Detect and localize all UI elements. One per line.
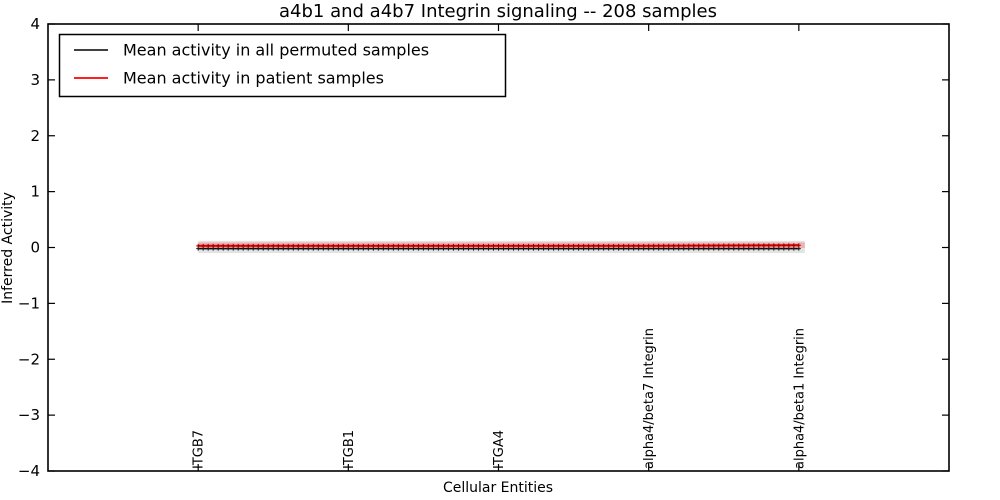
legend: Mean activity in all permuted samples Me… — [58, 33, 507, 98]
legend-box — [58, 33, 507, 98]
y-tick-label: 0 — [30, 239, 40, 257]
y-axis-label: Inferred Activity — [0, 192, 16, 304]
y-tick-label: −3 — [18, 406, 40, 424]
y-tick-label: −2 — [18, 350, 40, 368]
y-tick-label: −1 — [18, 294, 40, 312]
y-tick-label: 3 — [30, 71, 40, 89]
series-markers-0 — [196, 246, 801, 251]
x-axis-label: Cellular Entities — [443, 480, 553, 496]
axes-frame — [47, 23, 950, 472]
x-tick-label: ITGB1 — [342, 430, 357, 469]
series-markers-1 — [196, 243, 801, 248]
x-tick-label: ITGB7 — [192, 430, 207, 469]
y-tick-label: 1 — [30, 183, 40, 201]
chart-title: a4b1 and a4b7 Integrin signaling -- 208 … — [279, 1, 717, 22]
legend-label-permuted: Mean activity in all permuted samples — [123, 41, 429, 60]
x-tick-label: alpha4/beta7 Integrin — [642, 328, 657, 469]
y-tick-label: 4 — [30, 15, 40, 33]
x-tick-label: ITGA4 — [492, 430, 507, 469]
plot-area: −4 −3 −2 −1 0 1 2 3 4 ITGB7 ITGB1 ITGA4 alpha4/beta7… — [18, 15, 949, 480]
legend-label-patient: Mean activity in patient samples — [123, 69, 384, 88]
band-permuted-samples-envelope — [198, 240, 805, 254]
y-tick-label: 2 — [30, 127, 40, 145]
y-tick-label: −4 — [18, 462, 40, 480]
x-tick-label: alpha4/beta1 Integrin — [792, 328, 807, 469]
